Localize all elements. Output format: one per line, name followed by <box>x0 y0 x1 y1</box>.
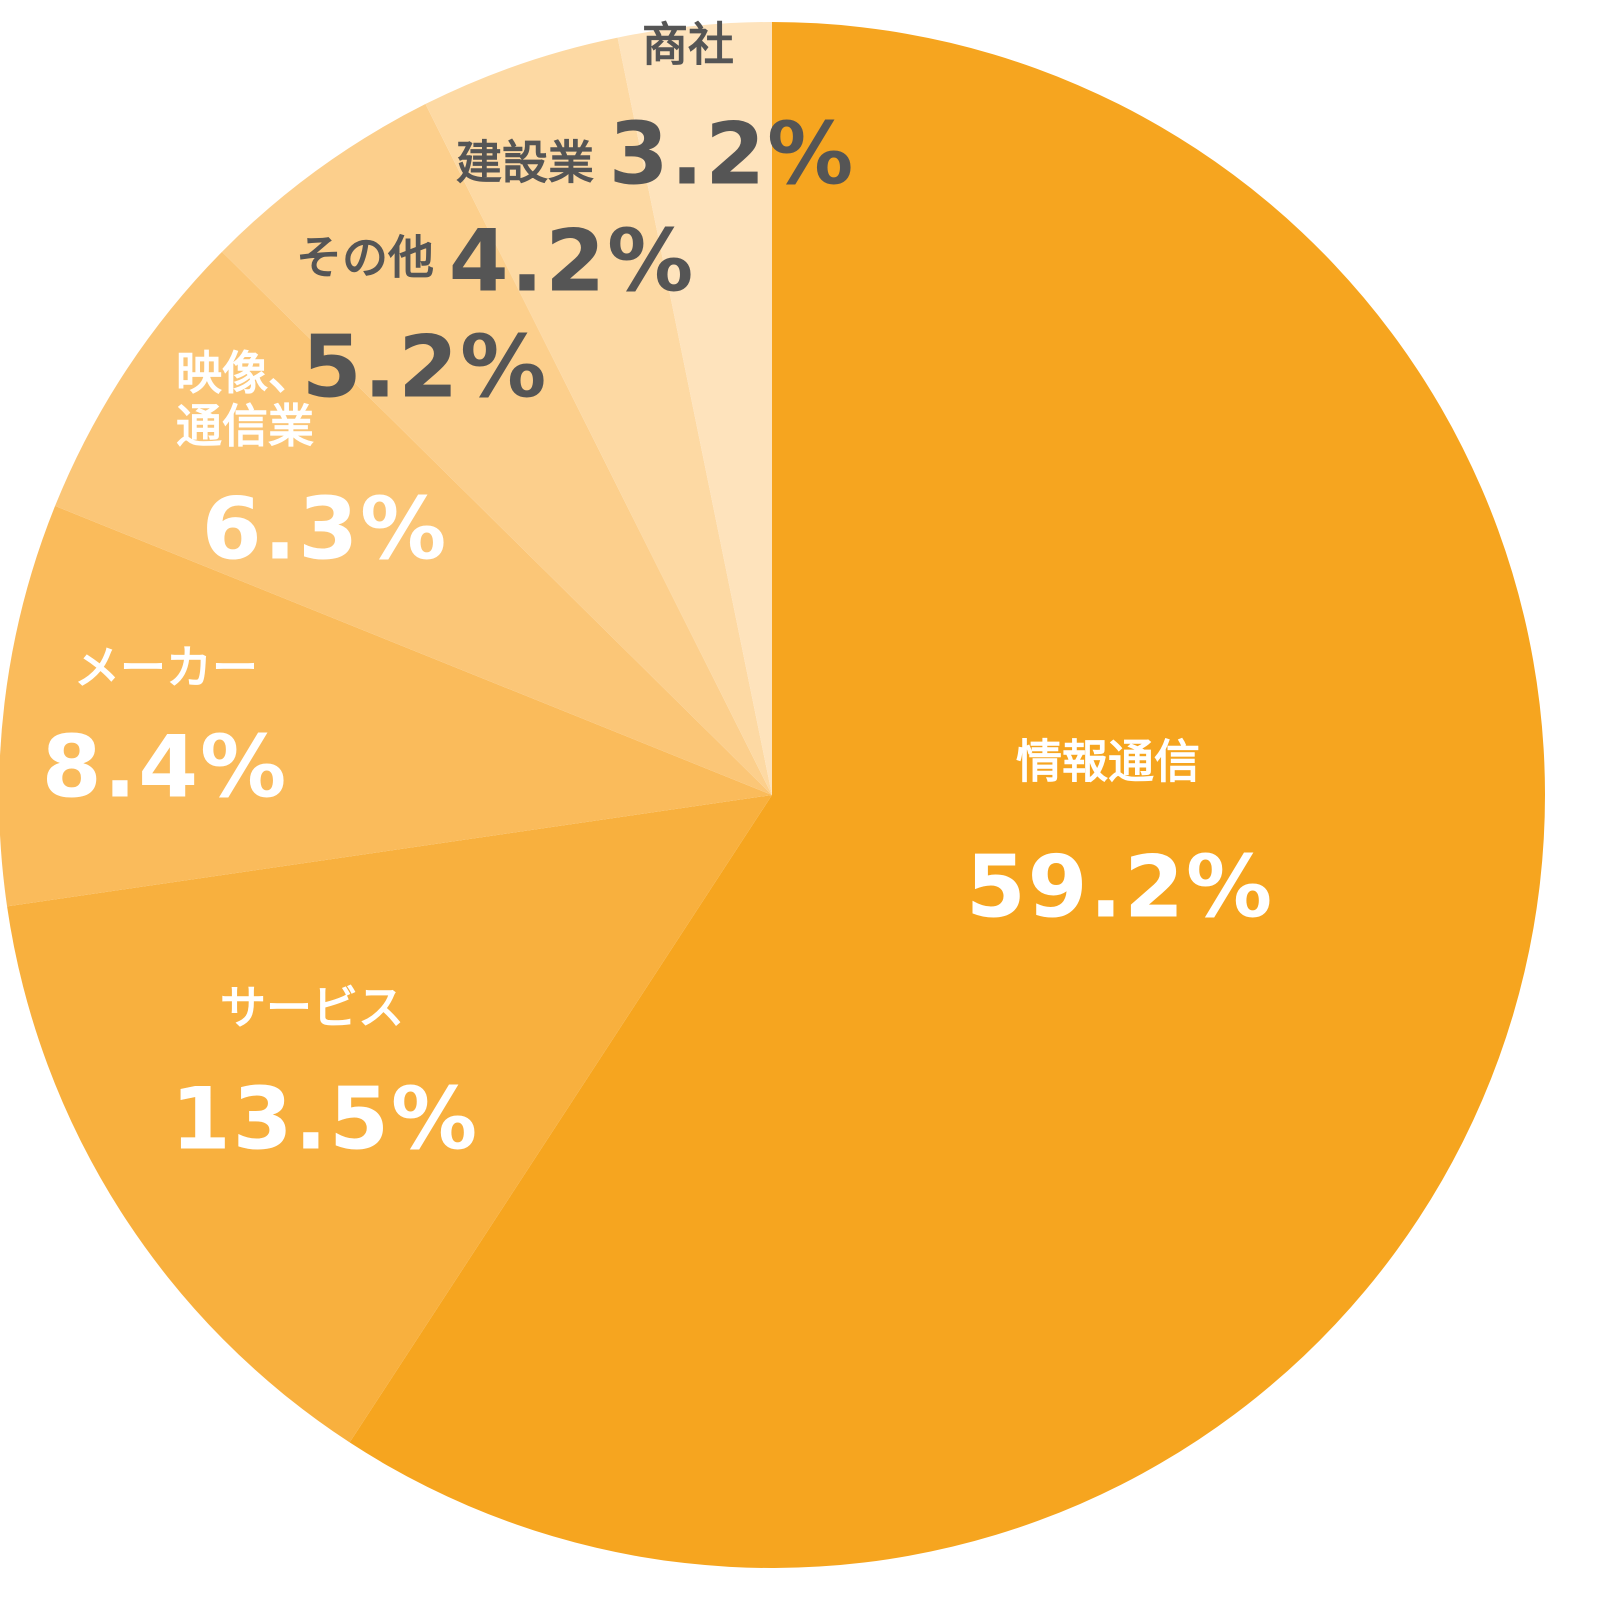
value-label: 13.5% <box>170 1069 480 1170</box>
value-label: 5.2% <box>301 317 549 418</box>
slice-label: 商社 <box>642 17 734 72</box>
value-label: 6.3% <box>201 479 449 580</box>
slice-label: 情報通信 <box>1016 734 1200 789</box>
value-label: 3.2% <box>608 104 856 205</box>
slice-label: その他 <box>296 230 434 285</box>
value-label: 4.2% <box>448 211 696 312</box>
pie-slice <box>0 505 772 907</box>
value-label: 8.4% <box>41 717 289 818</box>
pie-slice <box>617 22 772 795</box>
slice-label: 建設業 <box>456 135 594 190</box>
slice-label: サービス <box>220 980 404 1035</box>
value-label: 59.2% <box>965 837 1275 938</box>
pie-slice <box>349 22 1545 1568</box>
pie-slice <box>7 795 772 1443</box>
slice-label: メーカー <box>74 640 258 695</box>
pie-slice <box>221 104 773 796</box>
slice-label: 映像、 通信業 <box>176 346 314 453</box>
pie-slice <box>55 251 772 796</box>
pie-slice <box>425 37 772 796</box>
